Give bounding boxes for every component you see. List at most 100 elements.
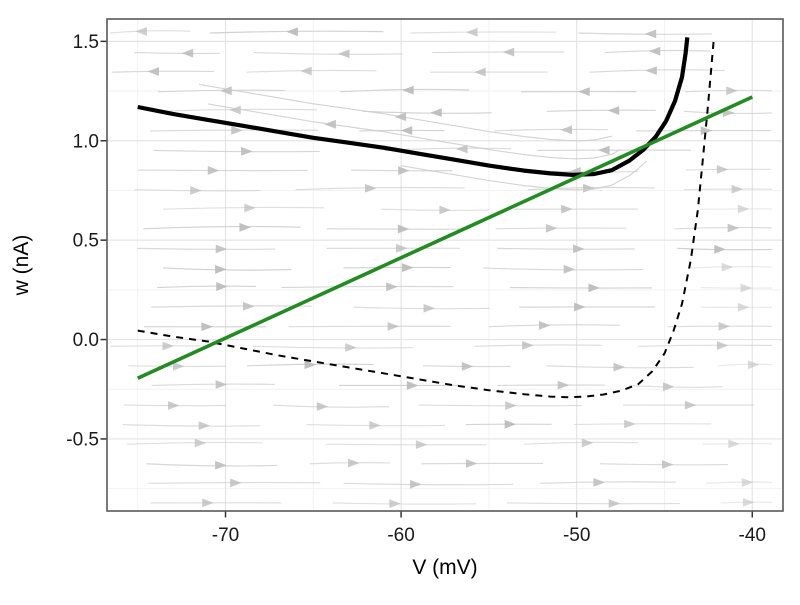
flow-arrow-left-icon: [644, 29, 657, 39]
flow-arrow-right-icon: [461, 361, 474, 371]
flow-arrow-right-icon: [316, 402, 329, 411]
flow-arrow-right-icon: [726, 86, 738, 96]
flow-arrow-right-icon: [505, 401, 517, 410]
flow-arrow-right-icon: [581, 438, 594, 448]
flow-arrow-left-icon: [607, 106, 620, 115]
flow-arrow-right-icon: [389, 499, 401, 509]
flow-arrow-right-icon: [215, 380, 228, 389]
grid-major: [107, 19, 783, 511]
flow-arrow-right-icon: [410, 479, 422, 489]
flow-arrow-right-icon: [538, 321, 551, 330]
flow-arrow-right-icon: [663, 382, 675, 392]
nullclines: [136, 37, 754, 399]
flow-arrow-right-icon: [194, 438, 207, 448]
flow-arrow-right-icon: [737, 302, 750, 312]
flow-arrow-right-icon: [716, 341, 729, 350]
flow-arrow-right-icon: [727, 223, 740, 233]
flow-arrow-left-icon: [598, 145, 610, 155]
flow-arrow-left-icon: [147, 67, 160, 76]
flow-arrow-right-icon: [402, 263, 414, 272]
flow-arrow-right-icon: [423, 303, 436, 313]
y-tick-label: 1.5: [73, 32, 99, 53]
flow-arrow-left-icon: [645, 66, 657, 76]
flow-arrow-right-icon: [504, 419, 517, 429]
flow-arrow-right-icon: [215, 460, 227, 470]
flow-arrow-right-icon: [386, 282, 398, 292]
flow-arrow-right-icon: [239, 222, 251, 232]
flow-arrow-right-icon: [364, 183, 377, 193]
flow-arrow-left-icon: [220, 86, 232, 96]
flow-arrow-right-icon: [545, 223, 558, 233]
flow-arrow-right-icon: [728, 439, 740, 449]
flow-arrow-right-icon: [624, 419, 636, 429]
flow-arrow-right-icon: [563, 264, 576, 274]
flow-arrow-left-icon: [502, 47, 515, 57]
flow-arrow-right-icon: [396, 243, 408, 253]
x-tick-label: -50: [563, 525, 590, 546]
flow-arrow-right-icon: [588, 283, 600, 293]
flow-arrow-left-icon: [648, 46, 661, 56]
y-axis-label: w (nA): [10, 235, 33, 297]
flow-arrow-right-icon: [608, 499, 621, 508]
flow-arrow-right-icon: [168, 401, 180, 410]
flow-arrow-right-icon: [747, 360, 760, 370]
panel-border: [106, 18, 784, 512]
flow-arrow-left-icon: [400, 126, 413, 135]
flow-arrow-right-icon: [583, 183, 595, 193]
flow-arrow-right-icon: [439, 205, 451, 215]
flow-arrow-right-icon: [593, 477, 605, 487]
y-tick-label: 0.0: [73, 330, 99, 351]
axis-ticks: [100, 40, 754, 518]
flow-arrow-right-icon: [215, 265, 227, 274]
grid-minor: [107, 19, 783, 511]
flow-arrow-right-icon: [190, 186, 202, 195]
flow-arrow-right-icon: [172, 361, 185, 371]
flow-arrow-right-icon: [207, 166, 220, 175]
x-axis-label: V (mV): [412, 556, 477, 579]
flow-arrow-right-icon: [465, 459, 478, 468]
flow-arrow-right-icon: [406, 381, 419, 390]
flow-arrow-right-icon: [574, 302, 586, 312]
flow-arrow-right-icon: [201, 322, 213, 332]
flow-arrow-right-icon: [216, 282, 228, 291]
flow-arrow-right-icon: [714, 244, 726, 254]
flow-arrow-right-icon: [557, 380, 570, 390]
flow-arrow-right-icon: [369, 420, 381, 430]
flow-arrow-right-icon: [737, 204, 750, 214]
tick-labels: -70 -60 -50 -40 1.5 1.0 0.5 0.0 -0.5: [66, 32, 766, 546]
flow-arrow-right-icon: [700, 126, 713, 136]
flow-arrow-right-icon: [415, 440, 428, 449]
flow-arrow-right-icon: [661, 460, 674, 469]
flow-arrow-right-icon: [741, 478, 754, 487]
flow-arrow-right-icon: [304, 360, 317, 370]
flow-arrow-right-icon: [721, 262, 734, 272]
flow-arrow-right-icon: [573, 244, 585, 254]
flow-arrow-right-icon: [345, 343, 357, 352]
flow-arrow-right-icon: [731, 184, 744, 194]
flow-arrow-left-icon: [394, 112, 407, 122]
flow-arrow-right-icon: [398, 166, 410, 175]
flow-arrow-right-icon: [244, 203, 256, 213]
flow-arrow-right-icon: [387, 322, 400, 331]
x-tick-label: -60: [387, 525, 414, 546]
flow-arrow-right-icon: [348, 458, 360, 468]
flow-arrow-left-icon: [181, 48, 194, 58]
flow-arrow-left-icon: [430, 108, 442, 118]
flow-arrow-right-icon: [684, 400, 697, 410]
flow-arrow-right-icon: [243, 301, 255, 311]
y-tick-label: 0.5: [73, 231, 99, 252]
v-nullcline-solid: [137, 37, 690, 177]
flow-arrow-right-icon: [522, 340, 534, 350]
w-nullcline-green: [136, 95, 754, 380]
flow-arrow-right-icon: [231, 125, 243, 135]
flow-arrow-left-icon: [402, 85, 414, 95]
flow-arrow-right-icon: [241, 146, 253, 156]
vector-field: [109, 27, 773, 509]
x-tick-label: -40: [739, 525, 766, 546]
flow-arrow-right-icon: [202, 498, 214, 508]
y-tick-label: -0.5: [66, 429, 99, 450]
flow-arrow-right-icon: [718, 321, 731, 331]
flow-arrow-right-icon: [198, 421, 211, 431]
